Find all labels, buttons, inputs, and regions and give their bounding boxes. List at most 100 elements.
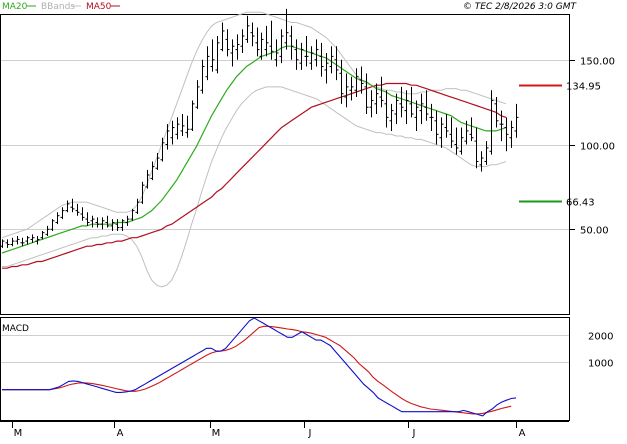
price-bar — [155, 152, 160, 170]
price-bar — [5, 239, 10, 248]
price-bar — [25, 236, 30, 245]
price-bar — [45, 225, 50, 237]
price-bar — [135, 198, 140, 214]
price-bar — [50, 219, 55, 231]
price-bar — [140, 181, 145, 204]
price-bar — [374, 83, 379, 114]
price-levels-layer: 134.95 66.43 — [519, 82, 601, 209]
bband-upper-line — [1, 11, 507, 239]
moving-averages-layer — [1, 45, 507, 269]
price-bar — [389, 103, 394, 131]
price-bar — [95, 217, 100, 228]
price-bar — [200, 59, 205, 94]
price-bar — [100, 217, 105, 230]
price-bar — [304, 36, 309, 67]
price-bar — [384, 90, 389, 128]
price-bar — [514, 103, 519, 138]
price-tick-label: 50.00 — [580, 226, 609, 237]
x-tick-label: M — [14, 428, 23, 439]
price-bar — [509, 120, 514, 148]
price-bar — [230, 39, 235, 67]
price-bar — [439, 117, 444, 148]
price-bar — [165, 124, 170, 150]
price-bar — [225, 29, 230, 57]
price-bar — [190, 100, 195, 131]
price-bar — [434, 110, 439, 145]
price-bar — [175, 117, 180, 140]
price-bar — [394, 93, 399, 125]
price-bar — [110, 219, 115, 231]
source-label: © TEC 2/8/2026 3:0 GMT — [463, 2, 578, 12]
price-bar — [55, 212, 60, 225]
macd-tick-label: 1000 — [588, 359, 613, 370]
price-bar — [240, 29, 245, 53]
bband-lower-line — [2, 86, 507, 288]
price-bar — [379, 76, 384, 108]
price-panel-frame — [0, 14, 570, 315]
price-bar — [10, 237, 15, 247]
price-bar — [264, 25, 269, 57]
price-bar — [0, 239, 5, 248]
macd-tick-label: 2000 — [588, 332, 613, 343]
price-bar — [404, 90, 409, 125]
price-bar — [160, 137, 165, 162]
ma20-line — [1, 45, 507, 254]
legend-bbands: BBands — [41, 2, 75, 12]
price-bar — [459, 127, 464, 155]
price-bar — [269, 20, 274, 60]
price-bar — [424, 90, 429, 121]
price-tick-label: 100.00 — [580, 142, 615, 153]
axis-labels-layer: 50.00 100.00 150.00 1000 2000 M A M J J A — [12, 57, 615, 439]
price-bar — [145, 169, 150, 189]
price-bar — [399, 86, 404, 118]
price-bar — [35, 236, 40, 245]
price-bar — [284, 8, 289, 50]
price-bar — [170, 120, 175, 145]
price-bar — [250, 22, 255, 47]
price-bar — [489, 90, 494, 155]
price-bar — [429, 103, 434, 131]
price-bar — [85, 212, 90, 226]
price-bar — [75, 203, 80, 216]
price-bar — [80, 207, 85, 221]
price-bar — [30, 234, 35, 243]
price-bar — [220, 22, 225, 52]
price-bar — [20, 237, 25, 247]
price-bar — [130, 208, 135, 221]
price-bar — [255, 27, 260, 57]
ma50-line — [2, 82, 507, 269]
price-bar — [40, 230, 45, 240]
price-bar — [444, 114, 449, 138]
candles-layer — [0, 8, 519, 248]
price-bar — [60, 207, 65, 220]
price-bar — [464, 120, 469, 145]
macd-panel-frame — [0, 317, 570, 421]
price-bar — [349, 76, 354, 101]
price-bar — [195, 80, 200, 109]
price-level-label: 134.95 — [566, 82, 601, 93]
price-bar — [180, 114, 185, 137]
price-bar — [279, 29, 284, 64]
macd-line — [2, 317, 517, 417]
price-bar — [70, 198, 75, 213]
price-bar — [299, 42, 304, 70]
price-bar — [494, 97, 499, 128]
price-bar — [449, 117, 454, 148]
price-bar — [324, 52, 329, 84]
x-tick-label: A — [519, 428, 526, 439]
price-bar — [484, 141, 489, 165]
price-bar — [339, 59, 344, 104]
x-tick-label: J — [412, 428, 416, 439]
price-bar — [419, 93, 424, 125]
price-bar — [479, 151, 484, 172]
price-bar — [125, 215, 130, 226]
price-bar — [205, 46, 210, 81]
legend-ma20: MA20 — [2, 2, 28, 12]
x-tick-label: A — [117, 428, 124, 439]
price-bar — [90, 215, 95, 228]
bbands-layer — [1, 11, 507, 288]
price-bar — [274, 39, 279, 67]
price-bar — [329, 46, 334, 74]
price-bar — [469, 117, 474, 142]
